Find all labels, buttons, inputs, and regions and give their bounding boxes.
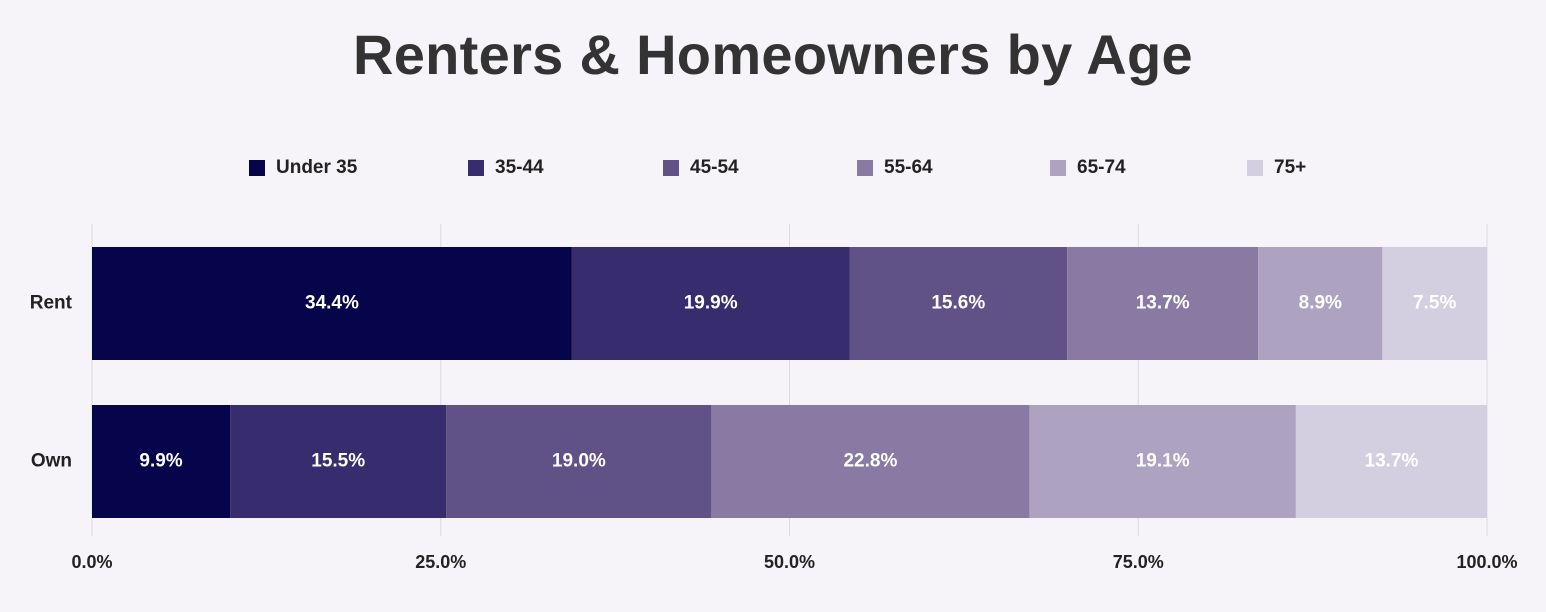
data-label: 13.7% <box>1365 451 1419 472</box>
bar-segment <box>230 405 447 518</box>
data-label: 19.1% <box>1136 451 1190 472</box>
legend-swatch <box>1050 160 1066 176</box>
legend-label: 75+ <box>1274 157 1306 178</box>
data-label: 9.9% <box>139 451 182 472</box>
data-label: 19.9% <box>684 293 738 314</box>
data-label: 15.6% <box>931 293 985 314</box>
legend-label: 35-44 <box>495 157 544 178</box>
bar-segment <box>92 247 572 360</box>
bar-segment <box>92 405 231 518</box>
legend-label: 45-54 <box>690 157 739 178</box>
legend-swatch <box>663 160 679 176</box>
category-label: Own <box>31 451 72 472</box>
data-label: 22.8% <box>843 451 897 472</box>
data-label: 19.0% <box>552 451 606 472</box>
chart-title: Renters & Homeowners by Age <box>352 23 1193 86</box>
legend-swatch <box>1247 160 1263 176</box>
legend-label: 55-64 <box>884 157 933 178</box>
data-label: 34.4% <box>305 293 359 314</box>
x-tick-label: 50.0% <box>764 552 815 572</box>
bar-segment <box>1067 247 1259 360</box>
legend-swatch <box>468 160 484 176</box>
bar-segment <box>1295 405 1487 518</box>
x-tick-label: 25.0% <box>415 552 466 572</box>
legend: Under 35 35-44 45-54 55-64 65-74 75+ <box>249 157 1306 178</box>
category-label: Rent <box>30 293 73 314</box>
bar-segment <box>711 405 1030 518</box>
bar-segment <box>571 247 850 360</box>
data-label: 7.5% <box>1413 293 1456 314</box>
bar-segment <box>1029 405 1296 518</box>
legend-swatch <box>249 160 265 176</box>
bar-segment <box>849 247 1068 360</box>
legend-label: Under 35 <box>276 157 358 178</box>
bar-segment <box>1258 247 1383 360</box>
bars: 34.4% 19.9% 15.6% 13.7% 8.9% 7.5% 9.9% 15.5% 19.… <box>92 247 1487 518</box>
axis-labels: 0.0% 25.0% 50.0% 75.0% 100.0% Rent Own <box>30 293 1518 572</box>
legend-label: 65-74 <box>1077 157 1126 178</box>
data-label: 8.9% <box>1299 293 1342 314</box>
data-label: 15.5% <box>311 451 365 472</box>
x-tick-label: 75.0% <box>1113 552 1164 572</box>
bar-segment <box>1382 247 1487 360</box>
x-tick-label: 100.0% <box>1456 552 1517 572</box>
data-label: 13.7% <box>1136 293 1190 314</box>
bar-segment <box>446 405 712 518</box>
legend-swatch <box>857 160 873 176</box>
x-tick-label: 0.0% <box>71 552 112 572</box>
